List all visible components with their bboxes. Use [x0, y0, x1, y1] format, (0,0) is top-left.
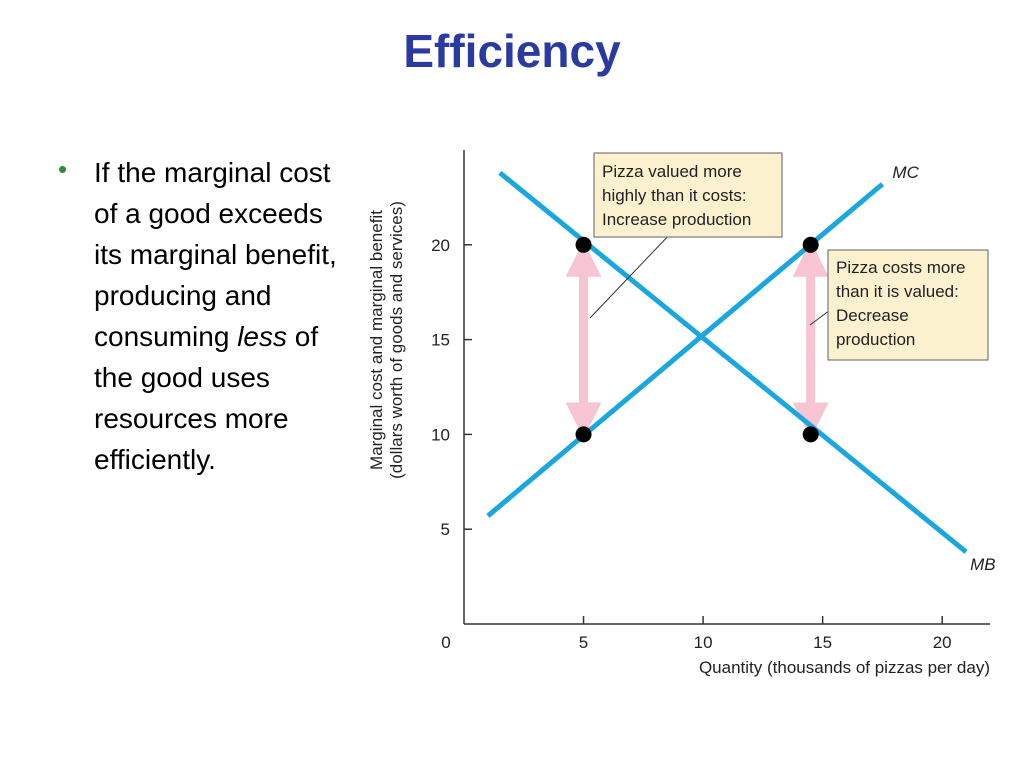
- y-axis-label-units: (dollars worth of goods and services): [387, 201, 406, 479]
- y-ticks: 5 10 15 20: [431, 236, 472, 539]
- note-1-leader: [589, 231, 673, 319]
- x-ticks: 0 5 10 15 20: [441, 616, 952, 652]
- bullet-text-part2: of the good uses resources more efficien…: [94, 321, 319, 475]
- note-2-line-2: than it is valued:: [836, 282, 959, 301]
- note-2-line-4: production: [836, 330, 915, 349]
- y-tick-label: 10: [431, 425, 450, 444]
- note-2-leader: [809, 309, 831, 326]
- slide-title: Efficiency: [403, 25, 621, 77]
- x-tick-label: 10: [694, 633, 713, 652]
- mc-label: MC: [892, 163, 919, 182]
- data-point: [575, 236, 592, 253]
- x-axis-label: Quantity (thousands of pizzas per day): [699, 658, 990, 677]
- arrows-layer: [565, 240, 829, 439]
- mc-curve: [486, 182, 885, 518]
- points-layer: [575, 236, 819, 443]
- note-1-line-3: Increase production: [602, 210, 751, 229]
- x-tick-label: 0: [441, 633, 450, 652]
- efficiency-chart: 0 5 10 15 20 5 10 15 20 Marginal cost and margi…: [367, 150, 996, 677]
- bullet-text: If the marginal cost of a good exceeds i…: [94, 152, 354, 480]
- bullet-text-part1: If the marginal cost of a good exceeds i…: [94, 157, 337, 352]
- note-1-line-1: Pizza valued more: [602, 162, 742, 181]
- data-point: [802, 426, 819, 443]
- note-1-box: [593, 152, 783, 238]
- bullet-dot-icon: •: [58, 154, 68, 184]
- data-point: [575, 426, 592, 443]
- y-tick-label: 15: [431, 331, 450, 350]
- y-tick-label: 20: [431, 236, 450, 255]
- note-2-line-3: Decrease: [836, 306, 909, 325]
- note-1-line-2: highly than it costs:: [602, 186, 747, 205]
- mb-curve: [498, 170, 968, 554]
- x-tick-label: 5: [579, 633, 588, 652]
- x-tick-label: 15: [813, 633, 832, 652]
- data-point: [802, 236, 819, 253]
- y-axis-label: Marginal cost and marginal benefit: [367, 210, 386, 470]
- mb-label: MB: [970, 555, 996, 574]
- y-tick-label: 5: [441, 520, 450, 539]
- note-2-line-1: Pizza costs more: [836, 258, 965, 277]
- note-2-box: [827, 249, 989, 361]
- x-tick-label: 20: [933, 633, 952, 652]
- bullet-text-emphasis: less: [237, 321, 287, 352]
